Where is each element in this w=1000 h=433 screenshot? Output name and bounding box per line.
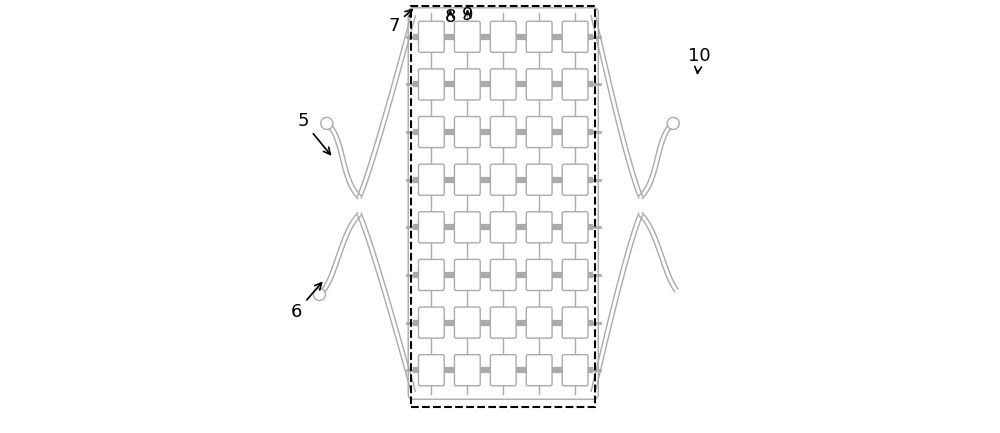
- FancyBboxPatch shape: [454, 69, 480, 100]
- FancyBboxPatch shape: [490, 21, 516, 52]
- FancyBboxPatch shape: [490, 259, 516, 291]
- FancyBboxPatch shape: [418, 116, 444, 148]
- FancyBboxPatch shape: [418, 164, 444, 195]
- FancyBboxPatch shape: [526, 355, 552, 386]
- FancyBboxPatch shape: [454, 355, 480, 386]
- FancyBboxPatch shape: [454, 307, 480, 338]
- FancyBboxPatch shape: [454, 21, 480, 52]
- FancyBboxPatch shape: [454, 212, 480, 243]
- FancyBboxPatch shape: [526, 69, 552, 100]
- FancyBboxPatch shape: [490, 212, 516, 243]
- FancyBboxPatch shape: [418, 212, 444, 243]
- FancyBboxPatch shape: [526, 21, 552, 52]
- FancyBboxPatch shape: [418, 69, 444, 100]
- Text: 8: 8: [445, 8, 456, 26]
- FancyBboxPatch shape: [562, 212, 588, 243]
- FancyBboxPatch shape: [490, 69, 516, 100]
- FancyBboxPatch shape: [526, 259, 552, 291]
- FancyBboxPatch shape: [418, 307, 444, 338]
- FancyBboxPatch shape: [418, 259, 444, 291]
- FancyBboxPatch shape: [526, 212, 552, 243]
- Text: 6: 6: [291, 283, 322, 321]
- FancyBboxPatch shape: [408, 8, 598, 399]
- Text: 9: 9: [462, 6, 473, 24]
- FancyBboxPatch shape: [454, 259, 480, 291]
- Text: 7: 7: [388, 10, 412, 35]
- FancyBboxPatch shape: [562, 21, 588, 52]
- Text: 10: 10: [688, 47, 710, 73]
- FancyBboxPatch shape: [490, 116, 516, 148]
- FancyBboxPatch shape: [526, 164, 552, 195]
- FancyBboxPatch shape: [418, 21, 444, 52]
- FancyBboxPatch shape: [454, 116, 480, 148]
- FancyBboxPatch shape: [490, 355, 516, 386]
- FancyBboxPatch shape: [526, 307, 552, 338]
- Bar: [411, 6, 595, 407]
- FancyBboxPatch shape: [418, 355, 444, 386]
- FancyBboxPatch shape: [454, 164, 480, 195]
- FancyBboxPatch shape: [562, 69, 588, 100]
- FancyBboxPatch shape: [562, 355, 588, 386]
- FancyBboxPatch shape: [562, 116, 588, 148]
- FancyBboxPatch shape: [562, 259, 588, 291]
- FancyBboxPatch shape: [526, 116, 552, 148]
- Text: 5: 5: [297, 112, 330, 155]
- FancyBboxPatch shape: [562, 164, 588, 195]
- FancyBboxPatch shape: [490, 307, 516, 338]
- FancyBboxPatch shape: [490, 164, 516, 195]
- FancyBboxPatch shape: [562, 307, 588, 338]
